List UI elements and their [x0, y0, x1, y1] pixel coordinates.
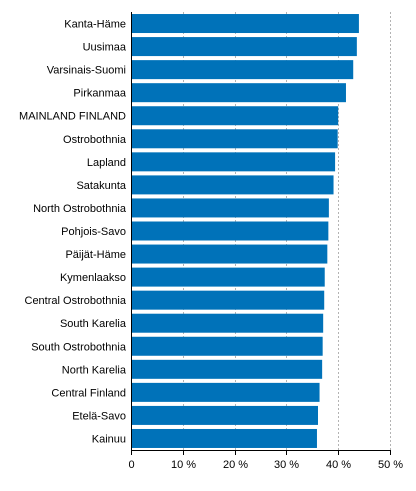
category-label: Pohjois-Savo [61, 226, 126, 238]
bar-kymenlaakso [131, 267, 325, 287]
category-label: Varsinais-Suomi [47, 65, 126, 77]
category-label: Päijät-Häme [65, 249, 126, 261]
x-tick-label: 20 % [223, 459, 248, 471]
category-label: South Ostrobothnia [31, 341, 127, 353]
bar-pohjois-savo [131, 221, 329, 241]
bar-kainuu [131, 428, 317, 448]
category-label: Kymenlaakso [60, 272, 126, 284]
bar-etel-savo [131, 405, 318, 425]
category-label: South Karelia [60, 318, 127, 330]
bar-lapland [131, 152, 336, 172]
bar-pirkanmaa [131, 83, 346, 103]
category-label: North Ostrobothnia [33, 203, 127, 215]
category-label: North Karelia [62, 364, 127, 376]
category-label: Satakunta [76, 180, 126, 192]
bar-south-karelia [131, 313, 324, 333]
bar-north-karelia [131, 359, 323, 379]
category-label: MAINLAND FINLAND [19, 111, 126, 123]
category-label: Etelä-Savo [72, 410, 126, 422]
x-tick-label: 40 % [326, 459, 351, 471]
category-label: Pirkanmaa [73, 88, 126, 100]
x-tick-label: 0 [128, 459, 134, 471]
category-label: Kanta-Häme [64, 19, 126, 31]
bars [131, 14, 359, 448]
x-tick-label: 30 % [274, 459, 299, 471]
category-label: Kainuu [92, 433, 126, 445]
bar-south-ostrobothnia [131, 336, 323, 356]
category-label: Central Ostrobothnia [25, 295, 127, 307]
x-axis: 0 10 % 20 % 30 % 40 % 50 % [128, 12, 403, 471]
bar-uusimaa [131, 37, 357, 57]
bar-north-ostrobothnia [131, 198, 329, 218]
x-tick-label: 50 % [378, 459, 403, 471]
bar-satakunta [131, 175, 334, 195]
category-label: Ostrobothnia [63, 134, 127, 146]
bar-varsinais-suomi [131, 60, 354, 80]
category-label: Lapland [87, 157, 126, 169]
x-tick-label: 10 % [171, 459, 196, 471]
bar-p-ij-t-h-me [131, 244, 328, 264]
bar-central-finland [131, 382, 320, 402]
bar-kanta-h-me [131, 14, 359, 34]
category-label: Uusimaa [83, 42, 127, 54]
bar-mainland-finland [131, 106, 339, 126]
bar-central-ostrobothnia [131, 290, 325, 310]
category-label: Central Finland [51, 387, 126, 399]
category-labels: Kanta-Häme Uusimaa Varsinais-Suomi Pirkanma… [19, 19, 127, 446]
bar-ostrobothnia [131, 129, 338, 149]
